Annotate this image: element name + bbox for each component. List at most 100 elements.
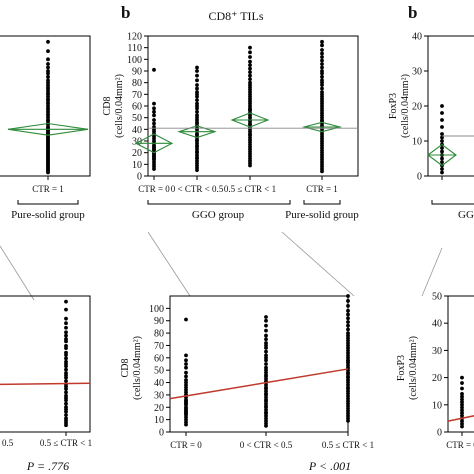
data-point: [195, 109, 199, 114]
left-top-partial-panel: CTR = 1 Pure-solid group: [0, 35, 91, 221]
data-point: [440, 111, 444, 115]
data-point: [460, 402, 464, 407]
data-point: [264, 346, 268, 350]
data-point: [460, 381, 464, 385]
data-point: [195, 83, 199, 87]
data-point: [248, 70, 252, 75]
y-tick-label: 100: [127, 55, 142, 66]
data-point: [320, 83, 324, 87]
y-axis-label-2: (cells/0.04mm²): [400, 74, 411, 138]
data-point: [152, 101, 156, 106]
y-axis-label-1: FoxP3: [396, 355, 407, 381]
y-tick-label: 40: [132, 125, 142, 136]
chart-title: CD8⁺ TILs: [208, 9, 263, 23]
data-point: [152, 106, 156, 111]
x-tick-label: CTR = 1: [32, 184, 64, 194]
data-point: [64, 307, 68, 312]
y-tick-label: 60: [132, 102, 142, 113]
data-point: [195, 86, 199, 91]
connector-line: [281, 231, 355, 297]
y-tick-label: 30: [132, 137, 142, 148]
data-point: [264, 362, 268, 366]
x-tick-label: 0.5 ≤ CTR < 1: [40, 438, 92, 448]
group-label-ggo: GGO group: [192, 209, 245, 221]
data-point: [440, 135, 444, 140]
data-point: [64, 321, 68, 326]
data-point: [46, 39, 50, 44]
data-point: [64, 325, 68, 330]
data-point: [460, 375, 464, 380]
data-point: [64, 409, 68, 414]
y-tick-label: 80: [154, 329, 164, 340]
data-point: [346, 316, 350, 321]
data-point: [460, 411, 464, 415]
data-point: [264, 315, 268, 319]
data-point: [346, 327, 350, 332]
x-tick-label-partial: 0.5: [2, 438, 14, 448]
y-tick-label: 20: [432, 373, 442, 384]
y-axis-label-2: (cells/0.04mm²): [132, 336, 143, 400]
data-point: [264, 358, 268, 363]
x-tick-label: CTR = 0: [446, 440, 474, 450]
connector-line: [421, 247, 443, 297]
data-point: [46, 71, 50, 76]
panel-letter: b: [408, 3, 417, 22]
data-point: [320, 86, 324, 91]
data-point: [184, 365, 188, 370]
plot-frame: [169, 295, 349, 433]
data-point: [64, 339, 68, 344]
group-bracket: [431, 200, 474, 205]
data-point: [264, 318, 268, 323]
data-point: [184, 370, 188, 375]
data-point: [264, 333, 268, 338]
y-tick-label: 10: [412, 137, 422, 148]
data-point: [64, 387, 68, 391]
data-point: [320, 169, 324, 174]
data-point: [248, 50, 252, 55]
y-tick-label: 0: [159, 428, 164, 439]
y-tick-label: 60: [154, 353, 164, 364]
data-point: [195, 98, 199, 103]
regression-line: [169, 368, 349, 400]
data-point: [195, 106, 199, 111]
data-point: [64, 401, 68, 406]
data-point: [460, 421, 464, 426]
data-point: [64, 330, 68, 335]
group-bracket: [17, 200, 79, 205]
y-tick-label: 80: [132, 78, 142, 89]
data-point: [460, 408, 464, 413]
data-point: [440, 156, 444, 161]
data-point: [264, 323, 268, 328]
y-tick-label: 50: [154, 366, 164, 377]
data-point: [440, 167, 444, 171]
y-axis-label-1: FoxP3: [388, 93, 399, 119]
data-point: [264, 349, 268, 354]
y-tick-label: 0: [437, 428, 442, 439]
data-point: [346, 312, 350, 317]
y-tick-label: 30: [432, 346, 442, 357]
data-point: [440, 132, 444, 136]
y-tick-label: 40: [432, 319, 442, 330]
data-point: [64, 390, 68, 395]
plot-frame: [0, 35, 91, 177]
data-point: [195, 78, 199, 83]
y-tick-label: 10: [432, 400, 442, 411]
y-tick-label: 120: [127, 32, 142, 43]
data-point: [264, 328, 268, 333]
data-point: [440, 139, 444, 143]
connector-line: [147, 231, 191, 297]
data-point: [64, 367, 68, 372]
y-axis-label-2: (cells/0.04mm²): [114, 74, 125, 138]
y-tick-label: 70: [132, 90, 142, 101]
data-point: [248, 73, 252, 78]
x-tick-label: 0.5 ≤ CTR < 1: [224, 184, 276, 194]
data-point: [64, 316, 68, 321]
data-point: [195, 168, 199, 173]
y-tick-label: 40: [412, 32, 422, 43]
data-point: [46, 170, 50, 175]
regression-line: [447, 415, 474, 422]
x-tick-label: CTR = 0: [170, 440, 202, 450]
data-point: [460, 397, 464, 402]
